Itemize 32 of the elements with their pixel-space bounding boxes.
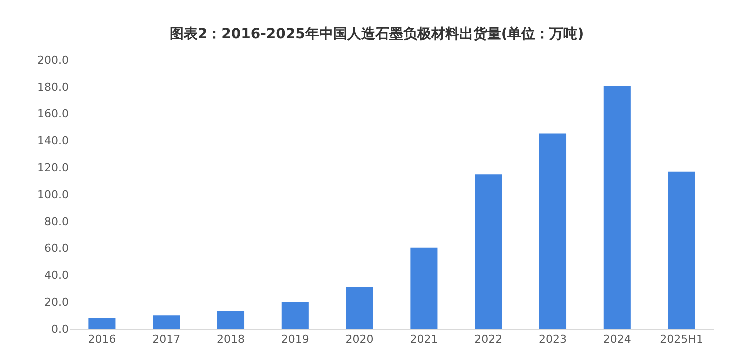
x-tick-label: 2016 <box>88 333 116 346</box>
bar <box>539 134 567 329</box>
x-tick-label: 2025H1 <box>660 333 704 346</box>
bar <box>475 174 502 329</box>
x-tick-label: 2018 <box>217 333 245 346</box>
x-tick-label: 2022 <box>474 333 503 346</box>
bar <box>346 287 374 329</box>
y-tick-label: 140.0 <box>38 134 69 148</box>
y-tick-label: 40.0 <box>44 269 69 282</box>
y-tick-label: 0.0 <box>52 322 69 336</box>
bar <box>153 316 180 329</box>
bar <box>88 318 116 329</box>
bar <box>668 172 696 329</box>
y-tick-label: 120.0 <box>38 161 69 174</box>
x-tick-label: 2024 <box>603 333 632 346</box>
y-tick-label: 20.0 <box>44 296 69 309</box>
x-tick-label: 2023 <box>539 333 567 346</box>
bar <box>410 248 438 329</box>
x-tick-label: 2017 <box>152 333 181 346</box>
bar <box>604 86 631 329</box>
y-tick-label: 160.0 <box>38 108 69 121</box>
y-tick-label: 200.0 <box>38 54 69 67</box>
y-tick-label: 180.0 <box>38 80 69 94</box>
x-tick-label: 2020 <box>346 333 374 346</box>
y-tick-label: 80.0 <box>44 215 69 228</box>
x-tick-label: 2021 <box>410 333 438 346</box>
bar <box>217 312 245 329</box>
bar <box>282 302 309 329</box>
x-tick-label: 2019 <box>281 333 310 346</box>
y-tick-label: 100.0 <box>38 188 69 202</box>
y-tick-label: 60.0 <box>44 242 69 256</box>
chart-title: 图表2：2016-2025年中国人造石墨负极材料出货量(单位：万吨) <box>170 26 584 42</box>
